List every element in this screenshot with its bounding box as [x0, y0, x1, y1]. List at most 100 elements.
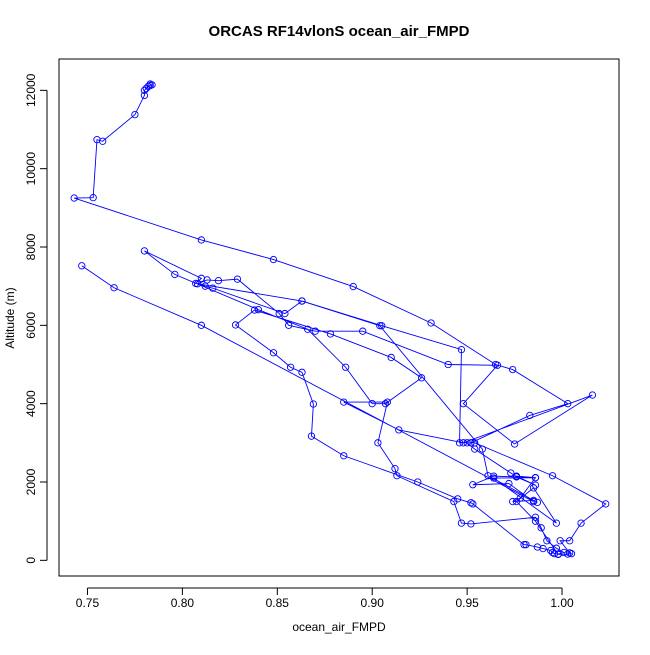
data-point: [490, 472, 498, 480]
data-point: [140, 247, 149, 255]
data-point: [269, 255, 278, 264]
data-point: [457, 519, 466, 527]
data-point: [467, 499, 475, 507]
data-point: [459, 439, 467, 447]
data-point: [381, 400, 390, 408]
data-point: [507, 469, 515, 477]
x-tick-label: 0.95: [455, 596, 479, 610]
data-point: [493, 361, 502, 369]
data-point: [307, 432, 316, 440]
data-point: [144, 82, 152, 91]
data-point: [478, 445, 486, 453]
data-point: [548, 472, 557, 480]
x-axis: 0.75 0.80 0.85 0.90 0.95 1.00: [76, 587, 574, 610]
data-point: [505, 479, 513, 488]
data-point: [383, 398, 392, 406]
data-point: [89, 193, 97, 202]
data-point: [197, 321, 206, 329]
data-point: [231, 321, 240, 329]
data-point: [427, 319, 435, 327]
data-point: [520, 541, 528, 549]
data-point: [564, 550, 572, 558]
data-point: [209, 284, 217, 292]
y-axis-label: Altitude (m): [3, 287, 17, 348]
data-point: [529, 497, 538, 506]
data-point: [341, 363, 350, 371]
data-point: [140, 86, 149, 94]
data-point: [471, 439, 479, 447]
data-point: [359, 327, 367, 335]
chart-title: ORCAS RF14vlonS ocean_air_FMPD: [209, 23, 470, 40]
data-point: [93, 136, 101, 144]
data-point: [233, 275, 242, 283]
data-point: [552, 519, 561, 527]
y-tick-label: 4000: [24, 390, 38, 417]
data-point: [197, 274, 206, 282]
data-point: [567, 550, 576, 558]
data-point: [142, 84, 150, 93]
data-point: [131, 110, 139, 119]
data-point: [340, 452, 348, 460]
data-point: [522, 541, 530, 549]
data-point: [533, 498, 542, 507]
data-point: [281, 309, 289, 318]
data-point: [510, 440, 519, 448]
data-point: [340, 398, 348, 406]
data-point: [368, 400, 376, 408]
data-point: [463, 439, 471, 447]
data-point: [349, 282, 357, 291]
data-point: [414, 478, 422, 486]
data-point: [171, 270, 179, 279]
data-point: [417, 374, 426, 382]
x-tick-label: 0.75: [76, 596, 100, 610]
y-tick-label: 8000: [24, 233, 38, 260]
data-point: [286, 363, 295, 371]
data-point: [531, 474, 540, 482]
y-tick-label: 0: [24, 557, 38, 564]
data-point: [374, 439, 382, 447]
data-point: [531, 513, 540, 521]
data-point: [459, 400, 467, 408]
data-point: [490, 474, 498, 482]
data-point: [455, 439, 464, 447]
y-tick-label: 6000: [24, 312, 38, 339]
series-line: [74, 83, 607, 555]
data-point: [526, 411, 534, 420]
data-point: [509, 365, 517, 374]
data-point: [304, 325, 312, 333]
data-point: [298, 297, 306, 305]
data-point: [378, 322, 386, 330]
data-point: [533, 543, 542, 551]
data-point: [376, 322, 384, 330]
x-tick-label: 0.80: [171, 596, 195, 610]
plot-frame: [58, 58, 620, 577]
data-point: [531, 481, 540, 489]
x-tick-label: 1.00: [550, 596, 574, 610]
data-point: [275, 309, 283, 318]
data-point: [395, 426, 403, 434]
data-point: [467, 520, 475, 528]
data-point: [469, 500, 477, 508]
data-point: [387, 353, 395, 362]
data-point: [192, 279, 200, 288]
series-layer: [70, 80, 610, 559]
data-point: [70, 194, 78, 202]
data-point: [509, 497, 517, 506]
data-point: [140, 91, 149, 100]
x-tick-label: 0.90: [361, 596, 385, 610]
data-point: [512, 497, 521, 506]
data-point: [453, 495, 462, 503]
data-point: [588, 391, 597, 399]
data-point: [309, 400, 318, 408]
data-point: [285, 321, 293, 329]
data-point: [469, 481, 477, 489]
y-tick-label: 2000: [24, 468, 38, 495]
data-point: [564, 400, 572, 408]
data-point: [602, 500, 610, 508]
data-point: [110, 284, 118, 292]
data-point: [78, 262, 86, 270]
data-point: [298, 368, 306, 376]
data-point: [537, 524, 545, 532]
